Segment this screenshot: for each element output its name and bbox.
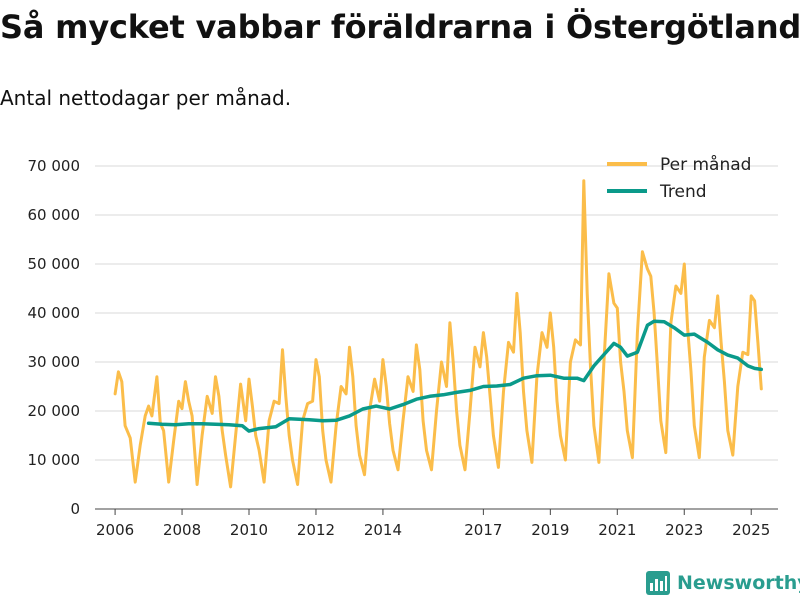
series-line-trend [146, 319, 764, 433]
y-tick-label: 40 000 [28, 304, 81, 322]
y-tick-label: 10 000 [28, 451, 81, 469]
legend-label: Per månad [660, 154, 751, 175]
x-tick-label: 2017 [464, 521, 502, 539]
y-tick-label: 30 000 [28, 353, 81, 371]
chart-title: Så mycket vabbar föräldrarna i Östergötl… [0, 8, 800, 46]
y-tick-label: 70 000 [28, 157, 81, 175]
x-tick-label: 2023 [665, 521, 703, 539]
legend-label: Trend [659, 182, 707, 202]
brand-name: Newsworthy [677, 572, 800, 594]
legend: Per månad Trend [607, 154, 751, 202]
x-tick-label: 2014 [364, 521, 402, 539]
y-axis-labels: 0 10 000 20 000 30 000 40 000 50 000 60 000 70 … [28, 157, 81, 518]
y-tick-label: 0 [70, 500, 80, 518]
x-tick-label: 2006 [96, 521, 134, 539]
x-tick-label: 2012 [297, 521, 335, 539]
x-tick-label: 2021 [598, 521, 636, 539]
y-tick-label: 50 000 [28, 255, 81, 273]
x-tick-label: 2010 [230, 521, 268, 539]
x-tick-label: 2019 [531, 521, 569, 539]
x-tick-label: 2008 [163, 521, 201, 539]
series-line-per-manad [113, 179, 763, 489]
series-lines [113, 179, 764, 489]
x-tick-label: 2025 [732, 521, 770, 539]
y-tick-label: 60 000 [28, 206, 81, 224]
x-axis-labels: 2006 2008 2010 2012 2014 2017 2019 2021 2023 2025 [96, 521, 770, 539]
x-axis [95, 508, 778, 515]
grid-lines [95, 165, 778, 461]
y-tick-label: 20 000 [28, 402, 81, 420]
chart-subtitle: Antal nettodagar per månad. [0, 86, 292, 110]
newsworthy-logo-icon [646, 571, 670, 595]
newsworthy-logo: Newsworthy [645, 570, 800, 596]
